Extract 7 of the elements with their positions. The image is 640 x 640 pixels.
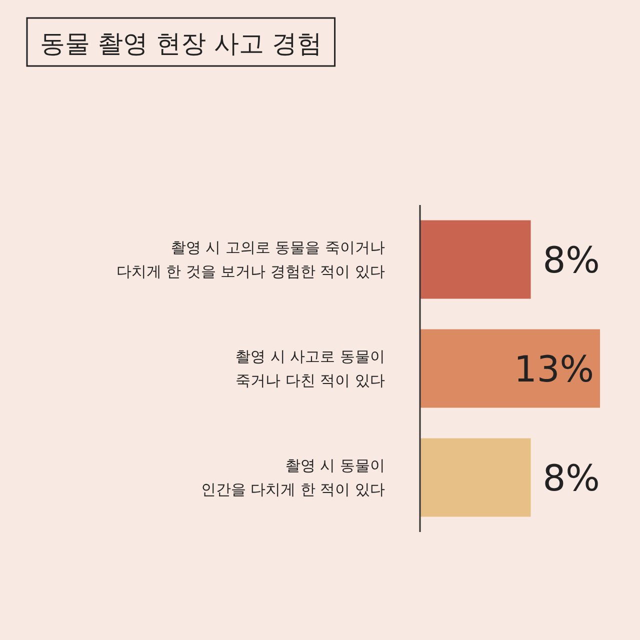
y-tick-label: 촬영 시 고의로 동물을 죽이거나 다치게 한 것을 보거나 경험한 적이 있다 [116,238,385,280]
y-tick-label: 촬영 시 동물이 인간을 다치게 한 적이 있다 [200,456,385,498]
data-label: 13% [514,350,594,390]
data-label: 8% [542,458,600,500]
y-tick-label: 촬영 시 사고로 동물이 죽거나 다친 적이 있다 [236,348,385,390]
data-label: 8% [542,240,600,282]
title: 동물 촬영 현장 사고 경험 [26,17,336,67]
